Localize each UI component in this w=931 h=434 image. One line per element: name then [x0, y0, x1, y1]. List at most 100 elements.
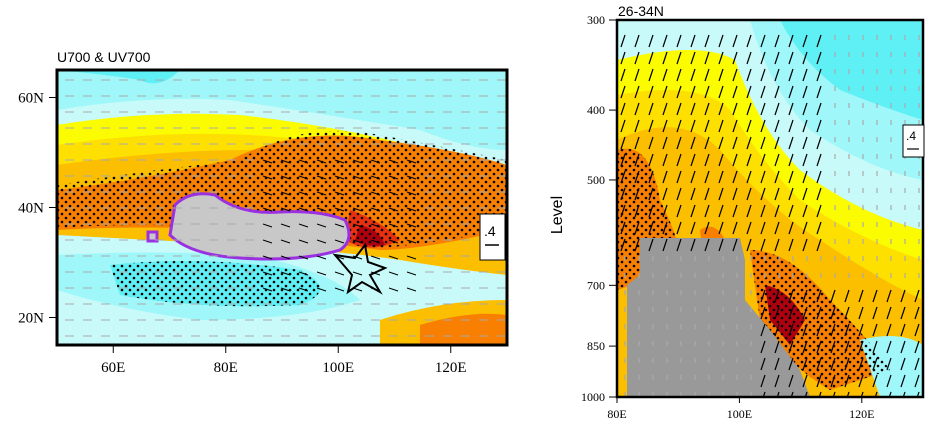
wind-arrow	[676, 204, 682, 218]
wind-arrow	[634, 187, 640, 201]
wind-arrow	[872, 306, 878, 320]
wind-arrow	[802, 102, 808, 116]
wind-arrow	[352, 191, 363, 196]
left-map-field	[57, 70, 507, 345]
wind-arrow	[802, 289, 808, 303]
wind-arrow	[760, 289, 766, 303]
wind-arrow	[634, 221, 640, 235]
wind-arrow	[352, 207, 363, 212]
wind-arrow	[316, 239, 327, 244]
wind-arrow	[760, 136, 766, 150]
wind-arrow	[690, 204, 696, 218]
wind-arrow	[704, 34, 710, 48]
wind-arrow	[648, 102, 654, 116]
wind-arrow	[802, 153, 808, 167]
wind-arrow	[634, 102, 640, 116]
wind-arrow	[690, 102, 696, 116]
wind-arrow	[648, 119, 654, 133]
wind-arrow	[788, 323, 794, 337]
wind-arrow	[900, 289, 906, 303]
wind-arrow	[802, 85, 808, 99]
wind-arrow	[858, 340, 864, 354]
wind-arrow	[872, 340, 878, 354]
wind-arrow	[620, 136, 626, 150]
wind-arrow	[704, 51, 710, 65]
x-tick-label: 80E	[214, 360, 238, 376]
wind-arrow	[662, 119, 668, 133]
wind-arrow	[280, 191, 291, 196]
wind-arrow	[662, 204, 668, 218]
wind-arrow	[388, 255, 399, 260]
wind-arrow	[676, 68, 682, 82]
wind-arrow	[802, 34, 808, 48]
wind-arrow	[788, 374, 794, 388]
wind-arrow	[788, 136, 794, 150]
y-axis-label: Level	[549, 196, 566, 234]
wind-arrow	[816, 153, 822, 167]
wind-arrow	[788, 153, 794, 167]
wind-arrow	[648, 153, 654, 167]
wind-arrow	[816, 68, 822, 82]
wind-arrow	[886, 374, 892, 388]
wind-arrow	[774, 119, 780, 133]
wind-arrow	[746, 238, 752, 252]
wind-arrow	[816, 34, 822, 48]
wind-arrow	[902, 391, 906, 397]
wind-arrow	[830, 306, 836, 320]
wind-arrow	[406, 271, 417, 276]
wind-arrow	[732, 170, 738, 184]
wind-arrow	[620, 85, 626, 99]
wind-arrow	[732, 34, 738, 48]
wind-arrow	[634, 119, 640, 133]
y-tick-label: 850	[587, 339, 605, 353]
wind-arrow	[388, 287, 399, 292]
wind-arrow	[888, 391, 892, 397]
right-axis-ticks: 80E 100E 120E 300 400 500 700 850 1000	[581, 13, 874, 421]
wind-arrow	[858, 306, 864, 320]
wind-arrow	[406, 239, 417, 244]
wind-arrow	[280, 287, 291, 292]
wind-arrow	[802, 357, 808, 371]
wind-arrow	[760, 306, 766, 320]
wind-arrow	[676, 136, 682, 150]
wind-arrow	[370, 255, 381, 260]
wind-arrow	[334, 175, 345, 180]
wind-arrow	[746, 34, 752, 48]
wind-arrow	[704, 102, 710, 116]
wind-arrow	[802, 119, 808, 133]
wind-arrow	[874, 391, 878, 397]
x-tick-label: 60E	[101, 360, 125, 376]
wind-arrow	[830, 289, 836, 303]
wind-arrow	[746, 51, 752, 65]
wind-vectors	[620, 34, 920, 397]
wind-arrow	[802, 238, 808, 252]
wind-arrow	[620, 102, 626, 116]
wind-arrow	[704, 119, 710, 133]
wind-arrow	[316, 287, 327, 292]
wind-arrow	[690, 153, 696, 167]
wind-arrow	[718, 187, 724, 201]
wind-arrow	[334, 223, 345, 228]
wind-arrow	[774, 374, 780, 388]
wind-arrow	[818, 391, 822, 397]
wind-arrow	[620, 119, 626, 133]
wind-arrow	[788, 238, 794, 252]
wind-arrow	[316, 191, 327, 196]
wind-arrow	[262, 239, 273, 244]
wind-arrow	[316, 255, 327, 260]
wind-arrow	[676, 221, 682, 235]
wind-arrow	[804, 391, 808, 397]
wind-arrow	[760, 68, 766, 82]
wind-arrow	[690, 34, 696, 48]
wind-arrow	[816, 238, 822, 252]
wind-arrow	[802, 374, 808, 388]
wind-arrow	[690, 85, 696, 99]
wind-arrow	[788, 102, 794, 116]
wind-arrow	[774, 85, 780, 99]
wind-arrow	[718, 153, 724, 167]
wind-arrow	[816, 357, 822, 371]
wind-arrow	[298, 271, 309, 276]
wind-arrow	[388, 207, 399, 212]
wind-arrow	[334, 159, 345, 164]
wind-arrow	[872, 323, 878, 337]
